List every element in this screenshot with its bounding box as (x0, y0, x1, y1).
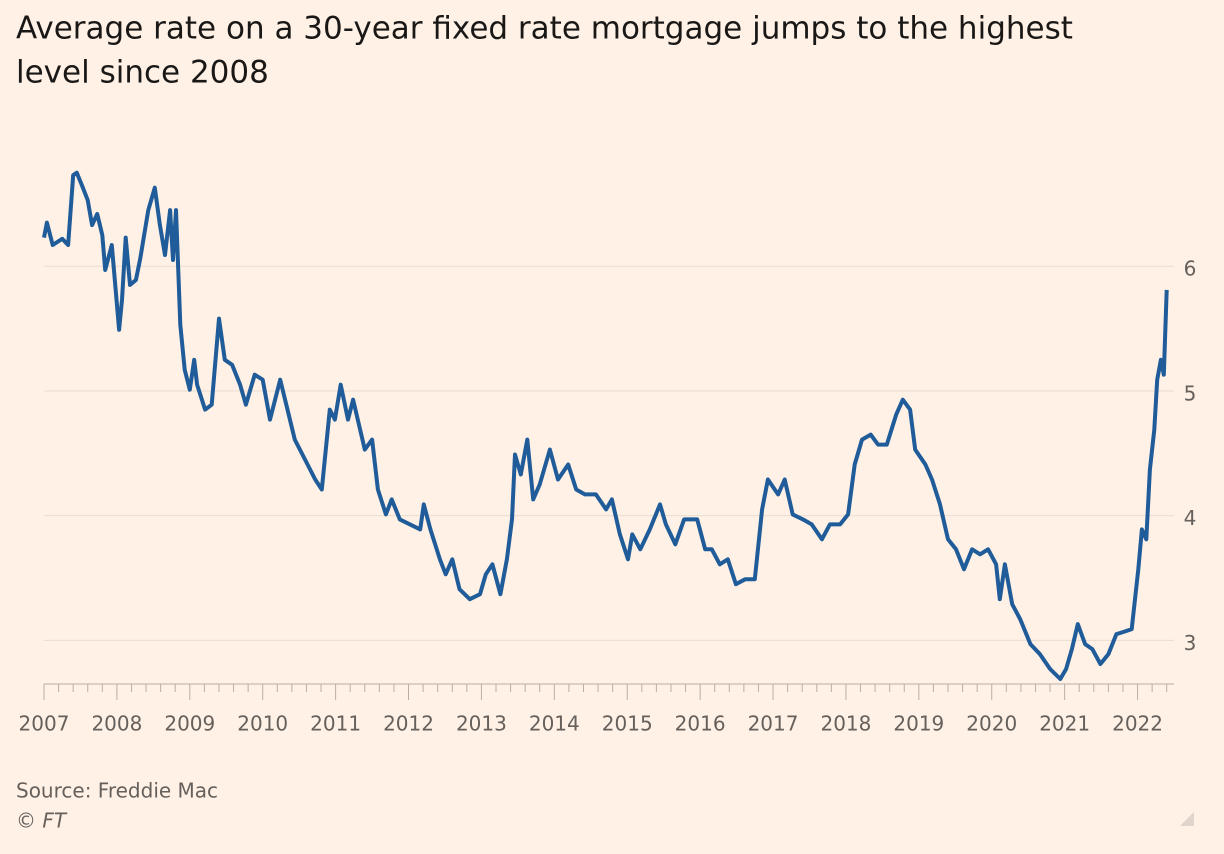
line-series (42, 170, 1169, 681)
x-tick-label: 2017 (748, 712, 799, 736)
x-tick-label: 2015 (602, 712, 653, 736)
x-tick-label: 2019 (893, 712, 944, 736)
x-tick-label: 2020 (966, 712, 1017, 736)
y-tick-label: 5 (1184, 381, 1197, 405)
resize-corner (1180, 812, 1194, 826)
chart-title: Average rate on a 30-year fixed rate mor… (16, 11, 1073, 47)
y-tick-label: 4 (1184, 506, 1197, 530)
x-tick-label: 2009 (164, 712, 215, 736)
x-tick-label: 2012 (383, 712, 434, 736)
source: Source: Freddie Mac (16, 779, 218, 803)
y-tick-label: 6 (1184, 257, 1197, 281)
chart-title: level since 2008 (16, 55, 269, 91)
x-tick-label: 2018 (820, 712, 871, 736)
x-tick-label: 2007 (19, 712, 70, 736)
x-tick-label: 2016 (675, 712, 726, 736)
x-tick-label: 2014 (529, 712, 580, 736)
y-tick-label: 3 (1184, 631, 1197, 655)
x-tick-label: 2010 (237, 712, 288, 736)
x-tick-label: 2021 (1039, 712, 1090, 736)
x-tick-label: 2013 (456, 712, 507, 736)
x-tick-label: 2008 (91, 712, 142, 736)
x-tick-label: 2011 (310, 712, 361, 736)
x-tick-label: 2022 (1112, 712, 1163, 736)
credit: © FT (16, 809, 68, 833)
